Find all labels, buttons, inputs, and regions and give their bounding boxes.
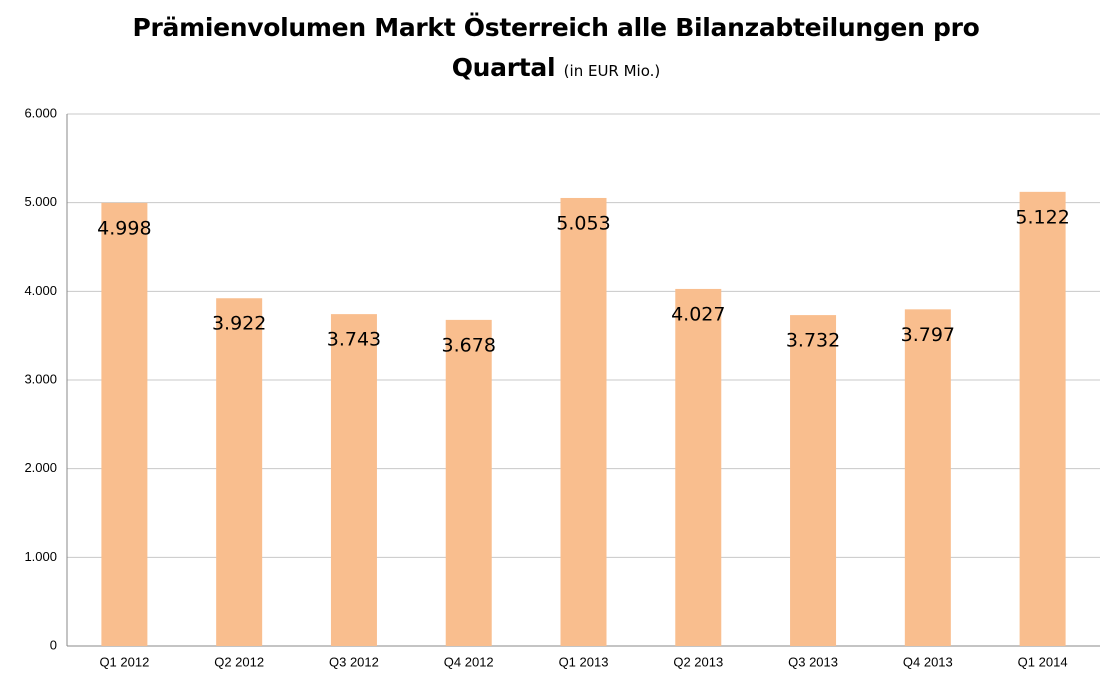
y-tick-label: 4.000	[24, 283, 57, 298]
bar	[790, 315, 837, 646]
x-tick-label: Q4 2012	[444, 654, 494, 669]
x-tick-label: Q3 2012	[329, 654, 379, 669]
bar	[560, 197, 607, 646]
x-tick-label: Q4 2013	[903, 654, 953, 669]
chart-title: Prämienvolumen Markt Österreich alle Bil…	[132, 13, 980, 82]
bar	[1019, 191, 1066, 646]
value-label: 3.922	[212, 313, 266, 335]
title-box: Prämienvolumen Markt Österreich alle Bil…	[106, 8, 1006, 91]
value-label: 4.998	[97, 217, 151, 239]
x-tick-label: Q3 2013	[788, 654, 838, 669]
y-tick-label: 3.000	[24, 371, 57, 386]
value-label: 5.122	[1015, 206, 1069, 228]
bar	[904, 309, 951, 646]
y-tick-label: 6.000	[24, 105, 57, 120]
value-label: 3.743	[327, 329, 381, 351]
bar	[675, 288, 722, 646]
value-label: 3.732	[786, 330, 840, 352]
x-tick-label: Q2 2013	[673, 654, 723, 669]
value-label: 5.053	[556, 212, 610, 234]
chart-subtitle: (in EUR Mio.)	[563, 62, 661, 80]
y-tick-label: 5.000	[24, 194, 57, 209]
bar	[445, 319, 492, 646]
bar	[216, 298, 263, 646]
x-tick-label: Q2 2012	[214, 654, 264, 669]
x-tick-label: Q1 2012	[99, 654, 149, 669]
y-tick-label: 1.000	[24, 549, 57, 564]
value-label: 3.797	[901, 324, 955, 346]
bar	[330, 314, 377, 646]
bar	[101, 202, 148, 646]
y-tick-label: 2.000	[24, 460, 57, 475]
value-label: 3.678	[442, 334, 496, 356]
x-tick-label: Q1 2013	[559, 654, 609, 669]
y-tick-label: 0	[50, 637, 57, 652]
value-label: 4.027	[671, 303, 725, 325]
x-tick-label: Q1 2014	[1018, 654, 1068, 669]
